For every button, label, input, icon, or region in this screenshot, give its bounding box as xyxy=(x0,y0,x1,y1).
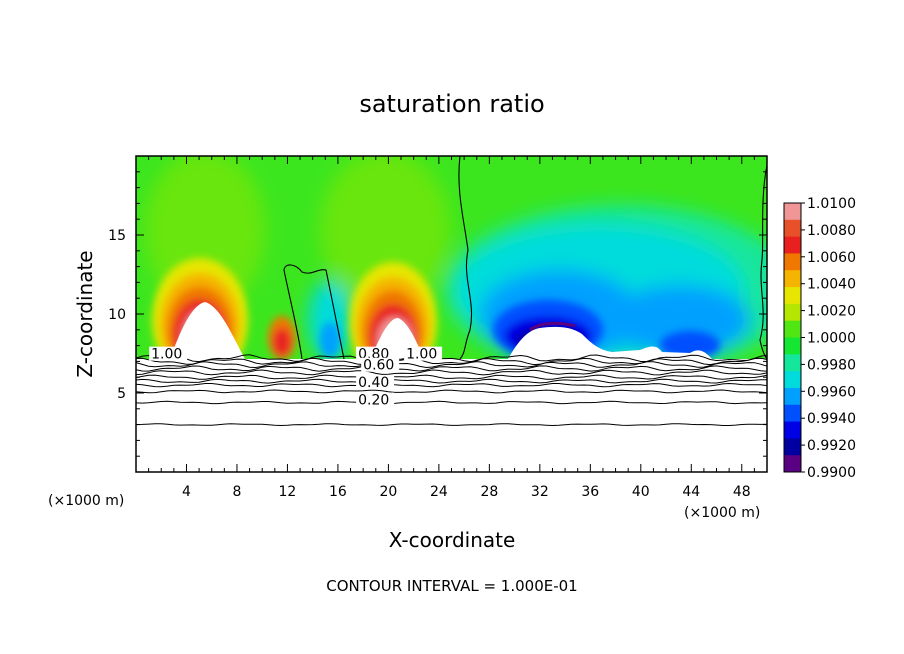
contour-interval-note: CONTOUR INTERVAL = 1.000E-01 xyxy=(326,577,577,595)
colorbar-label: 1.0100 xyxy=(807,196,856,212)
colorbar-swatch xyxy=(784,371,801,389)
x-axis-title: X-coordinate xyxy=(389,528,516,552)
x-tick-label: 8 xyxy=(232,484,241,500)
x-axis: 4 8 12 16 20 24 28 32 36 40 44 48 xyxy=(148,156,755,500)
colorbar-swatch xyxy=(784,303,801,322)
contour-label: 0.40 xyxy=(358,375,389,391)
x-unit-right: (×1000 m) xyxy=(684,505,760,521)
x-tick-label: 40 xyxy=(632,484,650,500)
colorbar-label: 1.0060 xyxy=(807,250,856,266)
contour-line xyxy=(136,382,767,388)
y-tick-label: 15 xyxy=(108,228,126,244)
contour-label: 1.00 xyxy=(151,347,182,363)
contour-line xyxy=(136,389,767,394)
contour-line xyxy=(136,369,767,376)
colorbar-swatch xyxy=(784,404,801,423)
x-tick-label: 44 xyxy=(682,484,700,500)
colorbar-label: 0.9940 xyxy=(807,411,856,427)
colorbar-swatch xyxy=(784,270,801,288)
contour-line xyxy=(136,361,767,369)
colorbar-swatch xyxy=(784,438,801,456)
contour-label-bg xyxy=(356,346,395,361)
x-unit-left: (×1000 m) xyxy=(48,493,124,509)
colorbar-swatch xyxy=(784,219,801,238)
contour-line xyxy=(136,354,767,363)
contour-label: 0.60 xyxy=(363,358,394,374)
contour-label-bg xyxy=(356,392,395,407)
contour-line xyxy=(136,423,767,427)
colorbar-label: 0.9960 xyxy=(807,384,856,400)
colorbar-label: 0.9980 xyxy=(807,357,856,373)
x-tick-label: 24 xyxy=(430,484,448,500)
y-tick-label: 10 xyxy=(108,307,126,323)
x-tick-label: 32 xyxy=(531,484,549,500)
contour-label-bg xyxy=(356,375,395,390)
y-tick-label: 5 xyxy=(117,386,126,402)
contour-line xyxy=(136,374,767,381)
colorbar-swatch xyxy=(784,421,801,439)
contour-fill xyxy=(136,156,767,359)
contour-label-bg xyxy=(404,346,443,361)
colorbar-swatch xyxy=(784,337,801,355)
x-tick-label: 48 xyxy=(733,484,751,500)
lower-region xyxy=(136,359,767,472)
contour-line xyxy=(136,378,767,384)
contour-label: 0.20 xyxy=(358,392,389,408)
contour-line xyxy=(136,365,767,372)
colorbar-label: 1.0040 xyxy=(807,277,856,293)
contour-lines-lower xyxy=(136,354,767,427)
x-tick-label: 28 xyxy=(480,484,498,500)
contour-label: 1.00 xyxy=(406,347,437,363)
colorbar-swatch xyxy=(784,203,801,221)
x-tick-label: 20 xyxy=(379,484,397,500)
y-axis-title: Z-coordinate xyxy=(73,250,97,377)
y-axis: 5 10 15 xyxy=(108,171,767,457)
x-tick-label: 36 xyxy=(581,484,599,500)
x-tick-label: 4 xyxy=(182,484,191,500)
colorbar-swatch xyxy=(784,287,801,305)
colorbar-swatch xyxy=(784,387,801,406)
colorbar: 1.0100 1.0080 1.0060 1.0040 1.0020 1.0000 0.99… xyxy=(783,196,856,481)
colorbar-label: 1.0000 xyxy=(807,331,856,347)
colorbar-swatch xyxy=(784,236,801,254)
colorbar-swatch xyxy=(784,354,801,372)
colorbar-label: 1.0080 xyxy=(807,223,856,239)
contour-label-bg xyxy=(149,346,188,361)
x-tick-label: 12 xyxy=(279,484,297,500)
colorbar-label: 1.0020 xyxy=(807,304,856,320)
x-tick-label: 16 xyxy=(329,484,347,500)
contour-line xyxy=(136,400,767,405)
contour-lines-upper xyxy=(283,156,767,360)
colorbar-swatch xyxy=(784,455,801,473)
colorbar-label: 0.9920 xyxy=(807,438,856,454)
contour-label-bg xyxy=(361,357,400,372)
chart-title: saturation ratio xyxy=(359,90,544,118)
contour-labels: 1.00 0.80 1.000.600.400.20 xyxy=(149,346,443,408)
colorbar-swatch xyxy=(784,320,801,338)
colorbar-label: 0.9900 xyxy=(807,465,856,481)
contour-line xyxy=(136,357,767,366)
colorbar-swatch xyxy=(784,253,801,271)
